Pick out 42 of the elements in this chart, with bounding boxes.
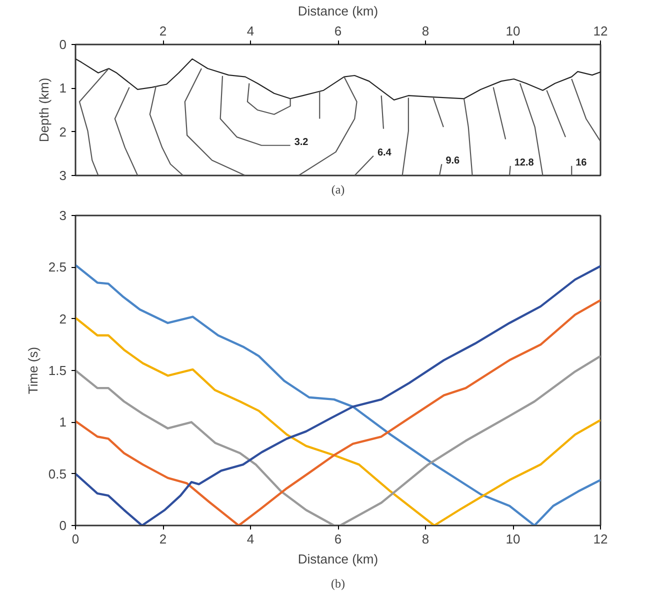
x-axis-title: Distance (km) (298, 552, 378, 566)
line-series (220, 75, 291, 146)
y-tick-label: 0.5 (48, 466, 67, 482)
y-tick-label: 2 (59, 311, 67, 326)
line-series (184, 68, 246, 176)
x-tick-label: 6 (334, 24, 342, 38)
x-tick-label: 12 (593, 24, 608, 38)
text: (a) (331, 182, 345, 196)
series-label: 16 (576, 157, 588, 168)
line-series (114, 86, 138, 176)
x-tick-label: 4 (246, 24, 254, 38)
line-series (149, 85, 184, 176)
x-tick-label: 10 (506, 24, 520, 38)
line-series (78, 68, 110, 176)
x-tick-label: 0 (72, 532, 80, 546)
x-tick-label: 2 (159, 532, 167, 546)
x-tick-label: 8 (422, 24, 430, 38)
y-tick-label: 1 (59, 80, 67, 96)
y-tick-label: 2.5 (48, 260, 67, 275)
y-tick-label: 0 (59, 37, 67, 52)
x-tick-label: 12 (593, 532, 608, 546)
series-label: 3.2 (294, 136, 309, 148)
text: (b) (331, 576, 346, 590)
x-tick-label: 6 (334, 532, 342, 546)
y-tick-label: 2 (59, 124, 67, 140)
series-label: 9.6 (446, 156, 460, 167)
line-series (76, 58, 600, 101)
x-axis-title: Distance (km) (298, 4, 378, 18)
x-tick-label: 2 (159, 24, 167, 38)
x-tick-label: 8 (422, 532, 430, 546)
y-tick-label: 3 (59, 208, 67, 223)
y-axis-title: Time (s) (25, 346, 40, 394)
y-tick-label: 0 (59, 518, 67, 533)
line-series (246, 82, 291, 115)
y-tick-label: 1 (59, 414, 67, 430)
x-tick-label: 4 (246, 532, 254, 546)
x-tick-label: 10 (506, 532, 520, 546)
series-label: 6.4 (377, 147, 392, 158)
y-tick-label: 1.5 (48, 363, 67, 378)
y-tick-label: 3 (59, 168, 67, 183)
y-axis-title: Depth (km) (36, 78, 52, 142)
series-label: 12.8 (514, 157, 534, 168)
